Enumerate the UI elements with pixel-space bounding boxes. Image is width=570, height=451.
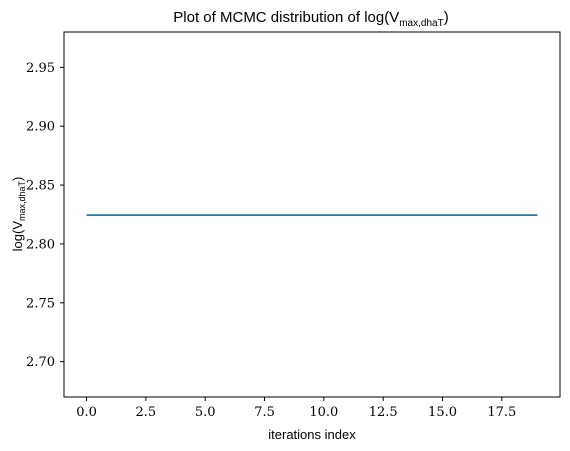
x-tick-label: 15.0	[428, 405, 457, 420]
y-tick-label: 2.70	[26, 355, 55, 370]
chart-title: Plot of MCMC distribution of log(Vmax,dh…	[173, 9, 448, 29]
y-tick-label: 2.90	[26, 120, 55, 135]
x-tick-label: 10.0	[309, 405, 338, 420]
plot-area: 0.0 2.5 5.0 7.5 10.0 12.5 15.0 17.5 2.70 2.75 2.8…	[26, 31, 561, 420]
chart-title-tail: )	[444, 9, 449, 26]
y-axis-label: log(Vmax,dhaT)	[10, 177, 27, 252]
x-tick-label: 12.5	[369, 405, 398, 420]
x-tick-label: 2.5	[136, 405, 157, 420]
y-axis-label-tail: )	[10, 177, 25, 181]
x-axis-label: iterations index	[268, 427, 356, 442]
x-tick-label: 5.0	[195, 405, 216, 420]
chart-title-main: Plot of MCMC distribution of log(V	[173, 9, 399, 26]
y-axis-label-main: log(V	[10, 221, 25, 252]
y-axis-label-subscript: max,dhaT	[17, 180, 27, 221]
x-tick-label: 17.5	[487, 405, 516, 420]
y-axis-ticks: 2.70 2.75 2.80 2.85 2.90 2.95	[26, 61, 64, 370]
y-tick-label: 2.95	[26, 61, 55, 76]
x-axis-ticks: 0.0 2.5 5.0 7.5 10.0 12.5 15.0 17.5	[76, 397, 516, 420]
x-tick-label: 7.5	[254, 405, 275, 420]
plot-frame	[63, 31, 561, 398]
y-tick-label: 2.80	[26, 237, 55, 252]
chart-title-subscript: max,dhaT	[399, 18, 443, 29]
y-tick-label: 2.75	[26, 296, 55, 311]
x-tick-label: 0.0	[76, 405, 97, 420]
y-tick-label: 2.85	[26, 179, 55, 194]
